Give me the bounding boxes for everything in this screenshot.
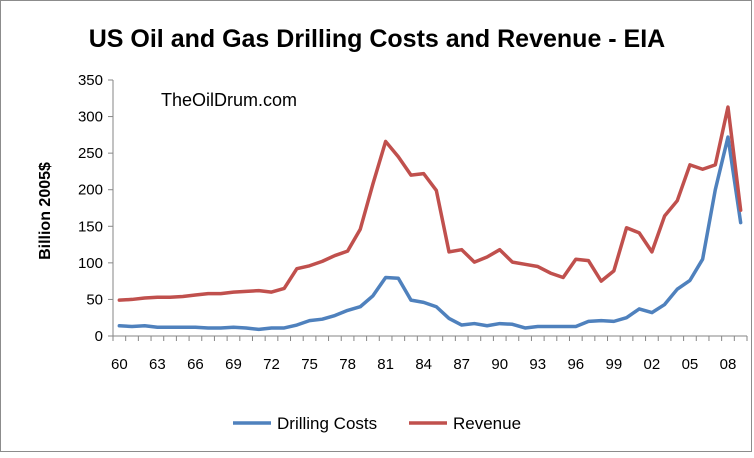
legend-label-revenue: Revenue: [453, 414, 521, 433]
x-tick-label: 05: [682, 356, 699, 373]
x-tick-label: 66: [187, 356, 204, 373]
legend: Drilling Costs Revenue: [233, 414, 521, 433]
x-tick-label: 75: [301, 356, 318, 373]
legend-label-drilling-costs: Drilling Costs: [277, 414, 377, 433]
y-tick-label: 300: [78, 109, 103, 126]
series-line-drilling-costs: [117, 135, 743, 332]
y-tick-label: 50: [86, 291, 103, 308]
x-tick-label: 99: [606, 356, 623, 373]
y-tick-label: 100: [78, 255, 103, 272]
x-tick-label: 96: [567, 356, 584, 373]
y-tick-label: 200: [78, 182, 103, 199]
x-tick-label: 84: [415, 356, 432, 373]
y-tick-label: 350: [78, 72, 103, 89]
y-tick-label: 0: [95, 328, 103, 345]
y-tick-label: 250: [78, 145, 103, 162]
series-line-revenue: [117, 105, 743, 302]
x-tick-label: 63: [149, 356, 166, 373]
chart-title: US Oil and Gas Drilling Costs and Revenu…: [89, 25, 666, 53]
watermark: TheOilDrum.com: [161, 90, 297, 110]
x-tick-label: 87: [453, 356, 470, 373]
x-tick-label: 81: [377, 356, 394, 373]
x-tick-label: 78: [339, 356, 356, 373]
x-tick-label: 08: [720, 356, 737, 373]
x-tick-label: 93: [529, 356, 546, 373]
x-tick-label: 60: [111, 356, 128, 373]
x-tick-label: 02: [644, 356, 661, 373]
x-tick-label: 90: [491, 356, 508, 373]
x-tick-label: 69: [225, 356, 242, 373]
y-axis-label: Billion 2005$: [37, 162, 54, 260]
x-tick-label: 72: [263, 356, 280, 373]
y-tick-label: 150: [78, 218, 103, 235]
